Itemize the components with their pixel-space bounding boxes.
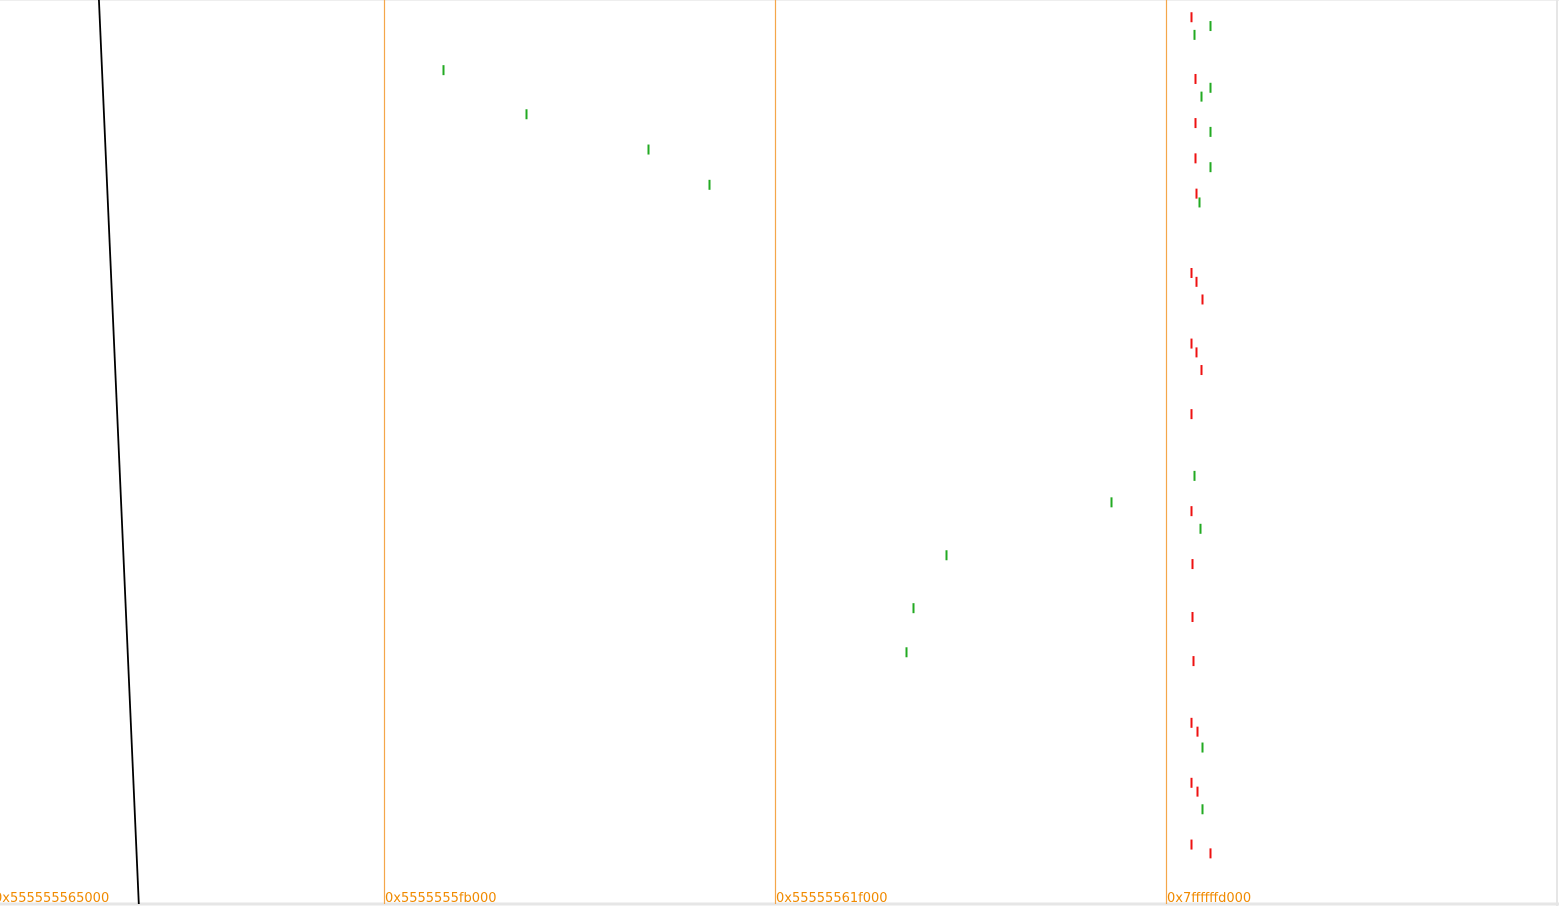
trace-line (98, 0, 140, 905)
lane-dividers (383, 0, 1168, 904)
lane-label: 0x55555561f000 (776, 891, 888, 906)
lane-label: 0x555555565000 (0, 891, 109, 906)
access-marks (442, 12, 1212, 859)
lane-labels: 0x555555565000 0x5555555fb000 0x55555561f0… (0, 891, 1251, 906)
trace-layer (98, 0, 140, 905)
lane-label: 0x5555555fb000 (385, 891, 497, 906)
lane-label: 0x7ffffffd000 (1167, 891, 1251, 906)
